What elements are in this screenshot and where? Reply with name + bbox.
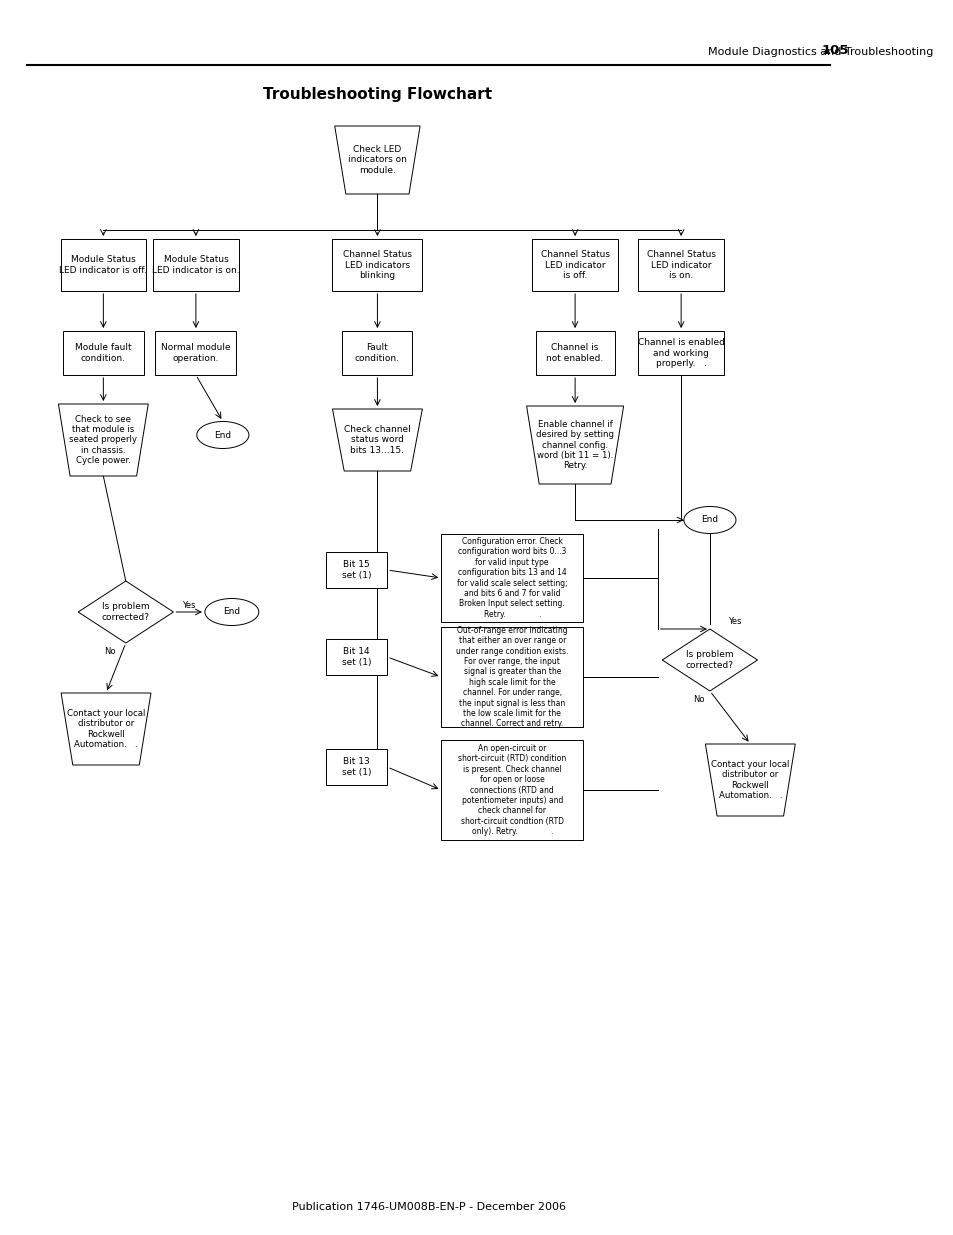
Polygon shape [61, 693, 151, 764]
FancyBboxPatch shape [638, 331, 723, 375]
Text: Publication 1746-UM008B-EN-P - December 2006: Publication 1746-UM008B-EN-P - December … [292, 1202, 565, 1212]
Text: No: No [104, 647, 115, 657]
Text: Channel Status
LED indicator
is off.: Channel Status LED indicator is off. [540, 251, 609, 280]
Text: An open-circuit or
short-circuit (RTD) condition
is present. Check channel
for o: An open-circuit or short-circuit (RTD) c… [457, 743, 566, 836]
FancyBboxPatch shape [440, 627, 582, 727]
Text: Module Status
LED indicator is on.: Module Status LED indicator is on. [152, 256, 239, 274]
FancyBboxPatch shape [333, 240, 422, 291]
Text: Module Diagnostics and Troubleshooting: Module Diagnostics and Troubleshooting [707, 47, 932, 57]
Text: Bit 13
set (1): Bit 13 set (1) [341, 757, 371, 777]
Polygon shape [78, 580, 173, 643]
FancyBboxPatch shape [326, 748, 387, 785]
Polygon shape [335, 126, 419, 194]
FancyBboxPatch shape [153, 240, 238, 291]
Text: Fault
condition.: Fault condition. [355, 343, 399, 363]
Polygon shape [526, 406, 623, 484]
Polygon shape [661, 629, 757, 692]
Text: Channel Status
LED indicator
is on.: Channel Status LED indicator is on. [646, 251, 715, 280]
Text: End: End [223, 608, 240, 616]
Text: Check channel
status word
bits 13...15.: Check channel status word bits 13...15. [344, 425, 411, 454]
FancyBboxPatch shape [440, 534, 582, 622]
FancyBboxPatch shape [61, 240, 146, 291]
Text: Module Status
LED indicator is off.: Module Status LED indicator is off. [59, 256, 147, 274]
FancyBboxPatch shape [440, 740, 582, 840]
Text: Enable channel if
desired by setting
channel config.
word (bit 11 = 1).
Retry.: Enable channel if desired by setting cha… [536, 420, 614, 471]
Text: Module fault
condition.: Module fault condition. [75, 343, 132, 363]
FancyBboxPatch shape [535, 331, 614, 375]
Text: Bit 15
set (1): Bit 15 set (1) [341, 561, 371, 579]
FancyBboxPatch shape [638, 240, 723, 291]
FancyBboxPatch shape [155, 331, 236, 375]
Polygon shape [58, 404, 148, 475]
Text: Check to see
that module is
seated properly
in chassis.
Cycle power.: Check to see that module is seated prope… [70, 415, 137, 466]
FancyBboxPatch shape [532, 240, 618, 291]
Text: Bit 14
set (1): Bit 14 set (1) [341, 647, 371, 667]
Text: Is problem
corrected?: Is problem corrected? [685, 651, 733, 669]
Text: Is problem
corrected?: Is problem corrected? [102, 603, 150, 621]
Text: Yes: Yes [727, 618, 740, 626]
Text: Channel is enabled
and working
properly.   .: Channel is enabled and working properly.… [637, 338, 724, 368]
Text: No: No [693, 695, 704, 704]
Ellipse shape [205, 599, 258, 625]
Text: Contact your local
distributor or
Rockwell
Automation.   .: Contact your local distributor or Rockwe… [710, 760, 789, 800]
FancyBboxPatch shape [63, 331, 144, 375]
Ellipse shape [196, 421, 249, 448]
FancyBboxPatch shape [326, 638, 387, 676]
Text: End: End [214, 431, 232, 440]
Text: 105: 105 [821, 44, 848, 57]
Text: Out-of-range error indicating
that either an over range or
under range condition: Out-of-range error indicating that eithe… [456, 626, 568, 729]
Text: Yes: Yes [182, 600, 195, 610]
Text: Channel Status
LED indicators
blinking: Channel Status LED indicators blinking [342, 251, 412, 280]
Text: End: End [700, 515, 718, 525]
Text: Channel is
not enabled.: Channel is not enabled. [546, 343, 603, 363]
Polygon shape [704, 743, 795, 816]
Text: Contact your local
distributor or
Rockwell
Automation.   .: Contact your local distributor or Rockwe… [67, 709, 145, 750]
Ellipse shape [683, 506, 735, 534]
Text: Troubleshooting Flowchart: Troubleshooting Flowchart [263, 88, 492, 103]
Text: Normal module
operation.: Normal module operation. [161, 343, 231, 363]
Text: Check LED
indicators on
module.: Check LED indicators on module. [348, 144, 406, 175]
FancyBboxPatch shape [326, 552, 387, 588]
Polygon shape [333, 409, 422, 471]
Text: Configuration error. Check
configuration word bits 0...3
for valid input type
co: Configuration error. Check configuration… [456, 537, 567, 619]
FancyBboxPatch shape [342, 331, 412, 375]
